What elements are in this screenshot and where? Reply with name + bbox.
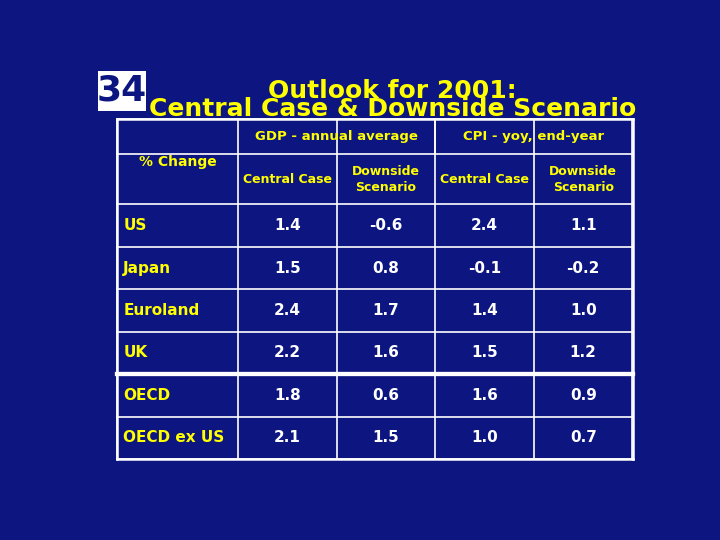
Text: Downside
Scenario: Downside Scenario: [549, 165, 617, 194]
Text: 34: 34: [96, 74, 147, 108]
Text: Central Case: Central Case: [243, 173, 332, 186]
Bar: [117, 119, 238, 154]
Text: 1.5: 1.5: [472, 346, 498, 360]
Bar: [436, 119, 534, 154]
Bar: [436, 204, 534, 247]
Text: 1.6: 1.6: [373, 346, 400, 360]
Bar: [117, 289, 238, 332]
Text: Central Case: Central Case: [440, 173, 529, 186]
Bar: [238, 247, 337, 289]
Text: 2.4: 2.4: [471, 218, 498, 233]
Text: Euroland: Euroland: [123, 303, 199, 318]
Bar: [238, 332, 337, 374]
Bar: [436, 289, 534, 332]
Text: 1.1: 1.1: [570, 218, 597, 233]
Text: 1.4: 1.4: [274, 218, 301, 233]
Bar: [436, 374, 534, 416]
Text: Japan: Japan: [123, 260, 171, 275]
Bar: [534, 416, 632, 459]
Text: UK: UK: [123, 346, 148, 360]
Text: % Change: % Change: [139, 154, 217, 168]
Bar: [534, 289, 632, 332]
Text: 0.9: 0.9: [570, 388, 597, 403]
Bar: [238, 374, 337, 416]
Bar: [238, 154, 337, 204]
Text: OECD: OECD: [123, 388, 171, 403]
Bar: [238, 204, 337, 247]
Text: -0.1: -0.1: [468, 260, 501, 275]
Text: 1.0: 1.0: [472, 430, 498, 445]
Bar: [436, 247, 534, 289]
Bar: [337, 247, 436, 289]
Text: Central Case & Downside Scenario: Central Case & Downside Scenario: [148, 97, 636, 121]
Bar: [337, 119, 436, 154]
Text: 2.1: 2.1: [274, 430, 301, 445]
Text: 2.2: 2.2: [274, 346, 301, 360]
Bar: [337, 374, 436, 416]
Bar: [117, 204, 238, 247]
Text: Downside
Scenario: Downside Scenario: [352, 165, 420, 194]
Bar: [534, 204, 632, 247]
Bar: [534, 374, 632, 416]
Text: 1.6: 1.6: [471, 388, 498, 403]
Bar: [337, 416, 436, 459]
Bar: [117, 247, 238, 289]
Text: -0.2: -0.2: [567, 260, 600, 275]
Bar: [436, 332, 534, 374]
Bar: [534, 119, 632, 154]
Text: 1.8: 1.8: [274, 388, 301, 403]
Bar: [117, 332, 238, 374]
Bar: [117, 374, 238, 416]
Bar: [337, 154, 436, 204]
Text: CPI - yoy, end-year: CPI - yoy, end-year: [464, 130, 605, 143]
Text: -0.6: -0.6: [369, 218, 402, 233]
Text: 1.7: 1.7: [373, 303, 400, 318]
Text: 2.4: 2.4: [274, 303, 301, 318]
Bar: [117, 154, 238, 204]
Text: 1.2: 1.2: [570, 346, 597, 360]
Bar: [436, 416, 534, 459]
Text: 0.7: 0.7: [570, 430, 597, 445]
Bar: [238, 119, 337, 154]
Text: OECD ex US: OECD ex US: [123, 430, 225, 445]
Bar: [436, 154, 534, 204]
Text: 1.5: 1.5: [373, 430, 400, 445]
Bar: [337, 289, 436, 332]
Text: 1.0: 1.0: [570, 303, 597, 318]
Text: 0.8: 0.8: [373, 260, 400, 275]
Text: US: US: [123, 218, 147, 233]
Bar: [534, 332, 632, 374]
Text: GDP - annual average: GDP - annual average: [256, 130, 418, 143]
Bar: [534, 247, 632, 289]
Bar: [534, 154, 632, 204]
Bar: [238, 289, 337, 332]
Text: 1.5: 1.5: [274, 260, 301, 275]
Bar: [238, 416, 337, 459]
Bar: [337, 204, 436, 247]
Text: Outlook for 2001:: Outlook for 2001:: [268, 79, 516, 103]
Text: 1.4: 1.4: [472, 303, 498, 318]
Bar: [117, 416, 238, 459]
Bar: [337, 332, 436, 374]
Text: 0.6: 0.6: [372, 388, 400, 403]
Bar: [98, 71, 145, 111]
